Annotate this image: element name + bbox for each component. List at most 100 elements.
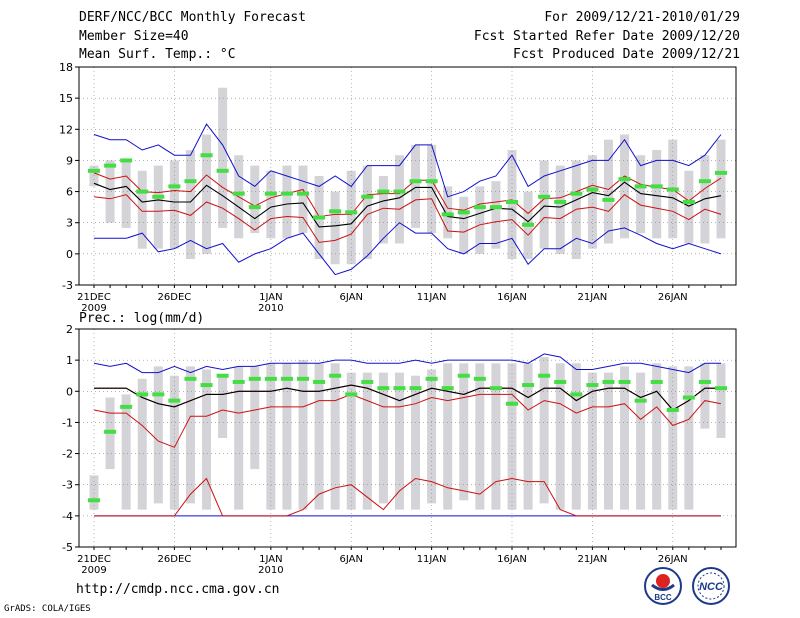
ensemble-box [250, 366, 260, 470]
observation-marker [441, 212, 454, 217]
ensemble-box [250, 165, 260, 234]
ensemble-box [539, 357, 549, 504]
ensemble-box [571, 363, 581, 510]
observation-marker [136, 189, 149, 194]
observation-marker [200, 383, 213, 388]
observation-marker [441, 386, 454, 391]
observation-marker [602, 197, 615, 202]
ensemble-box [443, 186, 453, 239]
observation-marker [457, 210, 470, 215]
ensemble-box [620, 134, 630, 239]
observation-marker [473, 376, 486, 381]
ensemble-box [475, 363, 485, 510]
observation-marker [650, 184, 663, 189]
ensemble-mean-line [93, 181, 722, 228]
ensemble-box [636, 155, 646, 234]
y-tick-label: 15 [59, 92, 73, 105]
observation-marker [88, 498, 100, 503]
observation-marker [506, 199, 518, 204]
produced-date: Fcst Produced Date 2009/12/21 [513, 47, 740, 62]
x-tick-label: 21JAN [577, 554, 607, 565]
observation-marker [425, 179, 438, 184]
observation-marker [345, 392, 358, 397]
ensemble-box [507, 363, 517, 510]
x-tick-label: 26DEC [158, 554, 192, 565]
x-tick-label: 11JAN [417, 292, 447, 303]
ensemble-box [427, 144, 437, 234]
ensemble-box [298, 360, 308, 510]
ensemble-box [652, 150, 662, 239]
observation-marker [666, 187, 679, 192]
bcc-logo: BCC [644, 567, 682, 605]
y-tick-label: -3 [62, 279, 73, 292]
ensemble-box [443, 363, 453, 510]
max-line [93, 353, 721, 374]
x-tick-label: 26JAN [658, 292, 688, 303]
x-tick-label: 6JAN [339, 554, 362, 565]
footer-url[interactable]: http://cmdp.ncc.cma.gov.cn [76, 582, 280, 597]
observation-marker [570, 191, 583, 196]
ensemble-box [684, 170, 694, 244]
ensemble-box [185, 150, 195, 260]
ensemble-box [218, 87, 228, 228]
ensemble-box [202, 134, 212, 254]
observation-marker [457, 373, 470, 378]
ensemble-box [620, 366, 630, 510]
ensemble-box [700, 363, 710, 429]
max-line [93, 123, 722, 198]
ensemble-box [169, 375, 179, 510]
plot-frame [78, 328, 737, 548]
observation-marker [361, 379, 374, 384]
ensemble-box [603, 139, 613, 244]
observation-marker [650, 379, 663, 384]
ensemble-box [459, 196, 469, 254]
observation-marker [329, 373, 342, 378]
ensemble-box [105, 160, 115, 223]
ensemble-box [652, 363, 662, 510]
observation-marker [538, 194, 551, 199]
ensemble-box [491, 181, 501, 249]
ensemble-box [716, 363, 726, 438]
observation-marker [473, 205, 486, 210]
ensemble-box [298, 165, 308, 234]
y-tick-label: 6 [66, 186, 73, 199]
observation-marker [232, 191, 245, 196]
x-tick-label: 21JAN [577, 292, 607, 303]
y-tick-label: 0 [66, 385, 73, 398]
ensemble-box [394, 155, 404, 244]
observation-marker [554, 199, 567, 204]
observation-marker [264, 376, 277, 381]
x-tick-label: 21DEC [77, 554, 111, 565]
observation-marker [152, 392, 165, 397]
ensemble-box [555, 363, 565, 510]
y-tick-label: -1 [62, 416, 73, 429]
observation-marker [280, 191, 293, 196]
observation-marker [248, 205, 261, 210]
ensemble-box [266, 363, 276, 510]
forecast-period: For 2009/12/21-2010/01/29 [544, 10, 740, 25]
min-line [94, 222, 722, 276]
observation-marker [329, 209, 342, 214]
refer-date: Fcst Started Refer Date 2009/12/20 [473, 29, 740, 44]
observation-marker [682, 199, 695, 204]
observation-marker [280, 376, 293, 381]
bcc-logo-text: BCC [654, 593, 672, 602]
x-tick-year-label: 2009 [81, 565, 106, 576]
observation-marker [248, 376, 261, 381]
observation-marker [136, 392, 149, 397]
observation-marker [425, 376, 438, 381]
ensemble-box [716, 139, 726, 239]
ensemble-box [121, 394, 131, 510]
ncc-logo: NCC [692, 567, 730, 605]
y-tick-label: 12 [59, 123, 73, 136]
x-tick-year-label: 2010 [258, 565, 283, 576]
observation-marker [489, 386, 502, 391]
ensemble-box [523, 363, 533, 510]
y-tick-label: 1 [66, 354, 73, 367]
x-tick-label: 1JAN [259, 554, 282, 565]
observation-marker [602, 379, 615, 384]
observation-marker [184, 376, 197, 381]
ensemble-box [394, 372, 404, 510]
ensemble-box [330, 363, 340, 510]
